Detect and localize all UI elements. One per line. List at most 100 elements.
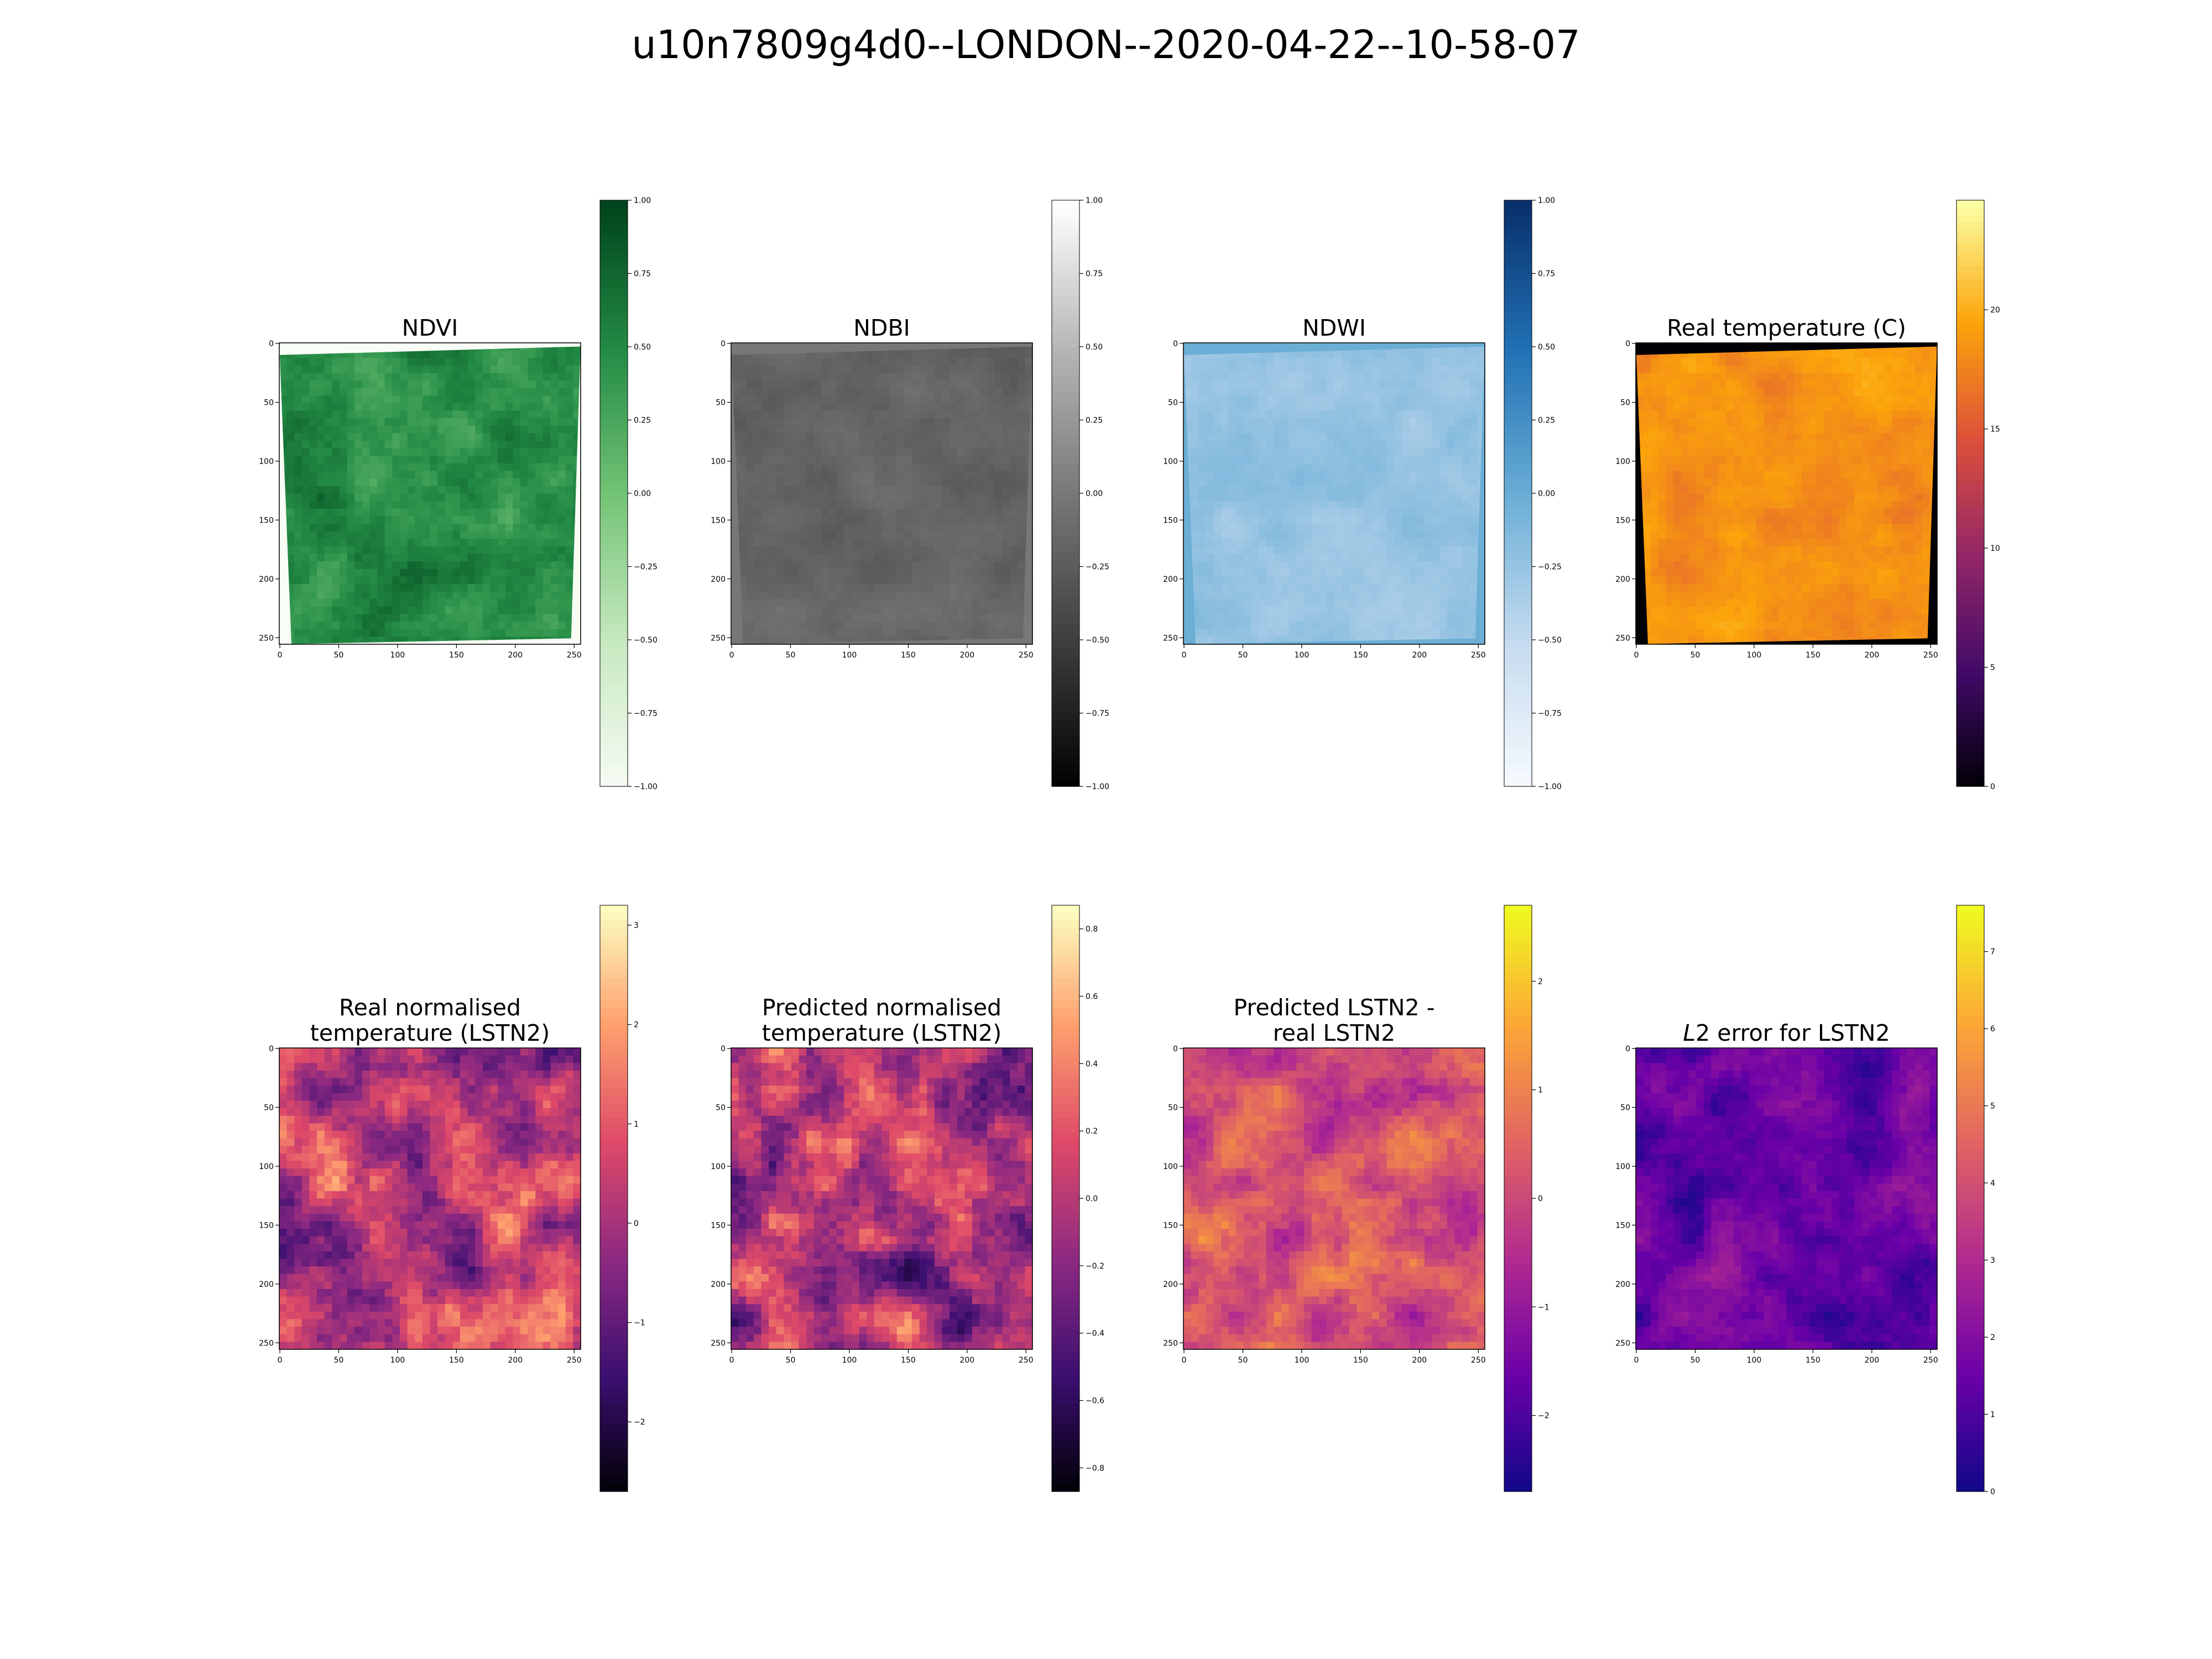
heatmap-cell (927, 365, 935, 374)
colorbar-segment (600, 280, 628, 289)
heatmap-cell (738, 448, 747, 456)
colorbar-segment (1052, 237, 1079, 245)
heatmap-cell (927, 622, 935, 630)
heatmap-cell (317, 358, 325, 366)
heatmap-cell (994, 531, 1003, 539)
heatmap-cell (362, 433, 371, 441)
heatmap-cell (1319, 433, 1327, 441)
heatmap-cell (806, 358, 815, 366)
heatmap-cell (776, 410, 784, 419)
heatmap-cell (1221, 395, 1229, 404)
heatmap-cell (1454, 441, 1463, 449)
heatmap-cell (482, 629, 491, 637)
heatmap-cell (362, 441, 371, 449)
heatmap-cell (1010, 433, 1018, 441)
heatmap-cell (528, 629, 536, 637)
heatmap-cell (761, 524, 769, 532)
heatmap-cell (332, 622, 340, 630)
heatmap-cell (400, 539, 408, 547)
heatmap-cell (324, 471, 332, 479)
heatmap-cell (1417, 425, 1425, 434)
heatmap-cell (1386, 471, 1395, 479)
heatmap-cell (799, 568, 807, 577)
heatmap-cell (369, 425, 378, 434)
heatmap-cell (934, 350, 943, 358)
heatmap-cell (422, 456, 431, 464)
heatmap-cell (415, 373, 423, 381)
heatmap-cell (384, 629, 393, 637)
heatmap-cell (1244, 456, 1252, 464)
heatmap-cell (950, 478, 958, 487)
heatmap-cell (1244, 463, 1252, 472)
heatmap-cell (482, 441, 491, 449)
heatmap-cell (1221, 606, 1229, 615)
heatmap-cell (799, 456, 807, 464)
heatmap-cell (964, 524, 973, 532)
heatmap-cell (1281, 508, 1290, 517)
heatmap-cell (784, 395, 792, 404)
heatmap-cell (912, 591, 920, 599)
heatmap-cell (1236, 576, 1244, 585)
heatmap-cell (784, 584, 792, 592)
colorbar-segment (1052, 200, 1079, 208)
heatmap-cell (889, 373, 898, 381)
heatmap-cell (1296, 614, 1305, 622)
heatmap-cell (467, 403, 476, 411)
heatmap-cell (340, 508, 348, 517)
heatmap-cell (987, 448, 995, 456)
heatmap-cell (836, 531, 844, 539)
heatmap-cell (1364, 576, 1373, 585)
heatmap-cell (1334, 516, 1342, 524)
heatmap-cell (573, 358, 581, 366)
heatmap-cell (1251, 576, 1259, 585)
heatmap-cell (791, 568, 800, 577)
heatmap-cell (317, 524, 325, 532)
heatmap-cell (340, 478, 348, 487)
heatmap-cell (452, 403, 461, 411)
heatmap-cell (746, 568, 754, 577)
heatmap-cell (799, 606, 807, 615)
heatmap-cell (994, 380, 1003, 389)
heatmap-cell (1409, 395, 1417, 404)
heatmap-cell (867, 591, 875, 599)
heatmap-cell (565, 350, 573, 358)
heatmap-cell (482, 380, 491, 389)
heatmap-cell (1010, 486, 1018, 494)
heatmap-cell (498, 373, 506, 381)
heatmap-cell (392, 410, 400, 419)
heatmap-cell (1296, 448, 1305, 456)
heatmap-cell (738, 456, 747, 464)
heatmap-cell (1469, 501, 1478, 509)
heatmap-cell (1342, 433, 1350, 441)
heatmap-cell (1417, 395, 1425, 404)
heatmap-cell (776, 425, 784, 434)
heatmap-cell (1326, 463, 1335, 472)
heatmap-cell (1342, 471, 1350, 479)
heatmap-cell (1206, 380, 1214, 389)
heatmap-cell (1379, 561, 1387, 570)
heatmap-cell (1213, 531, 1222, 539)
heatmap-cell (1281, 539, 1290, 547)
heatmap-cell (1236, 501, 1244, 509)
heatmap-cell (1228, 606, 1237, 615)
heatmap-cell (1244, 365, 1252, 374)
heatmap-cell (324, 395, 332, 404)
heatmap-cell (558, 388, 566, 396)
heatmap-cell (950, 568, 958, 577)
heatmap-cell (859, 373, 867, 381)
heatmap-cell (791, 471, 800, 479)
heatmap-cell (1002, 380, 1010, 389)
heatmap-cell (542, 380, 551, 389)
heatmap-cell (957, 388, 965, 396)
heatmap-cell (1364, 493, 1373, 502)
heatmap-cell (1326, 365, 1335, 374)
heatmap-cell (791, 358, 800, 366)
heatmap-cell (1349, 456, 1357, 464)
heatmap-cell (829, 395, 837, 404)
heatmap-cell (467, 554, 476, 562)
heatmap-cell (1417, 471, 1425, 479)
heatmap-cell (1409, 493, 1417, 502)
heatmap-cell (1409, 622, 1417, 630)
heatmap-cell (347, 410, 355, 419)
x-tick-label: 250 (567, 651, 582, 660)
